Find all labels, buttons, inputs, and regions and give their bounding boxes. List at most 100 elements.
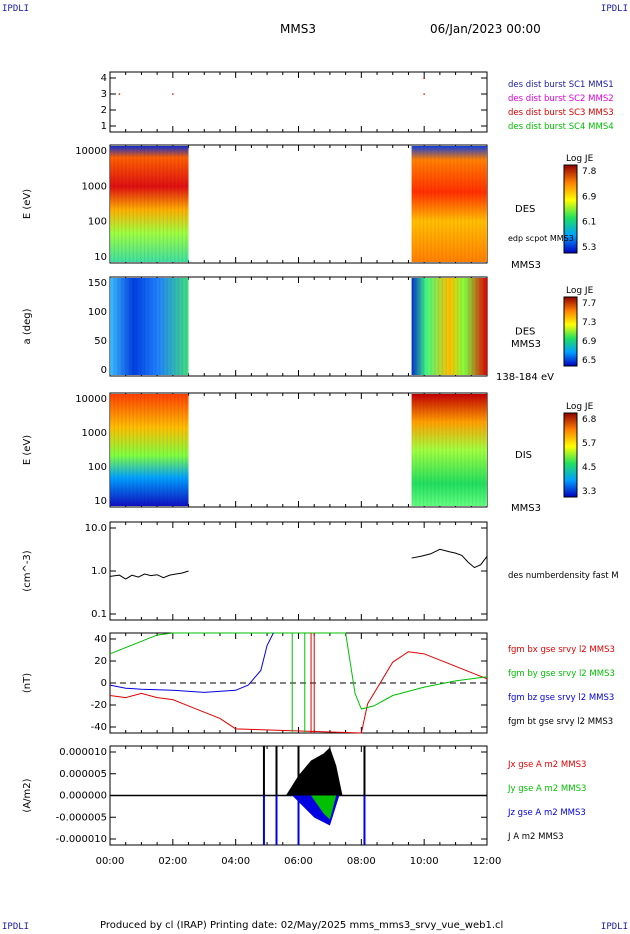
energy-range-label: 138-184 eV bbox=[496, 372, 554, 383]
heat-texture bbox=[110, 278, 112, 375]
y-axis-label: E (eV) bbox=[22, 189, 33, 219]
heat-texture bbox=[437, 394, 440, 506]
heat-texture bbox=[162, 146, 164, 262]
heat-texture bbox=[136, 394, 138, 506]
y-tick-label: 100 bbox=[88, 307, 107, 318]
y-tick-label: 20 bbox=[94, 656, 107, 667]
panel-frame-4 bbox=[109, 521, 488, 621]
des-energy-block-1 bbox=[110, 146, 189, 262]
legend-entry: des dist burst SC3 MMS3 bbox=[508, 108, 614, 118]
legend-entry: fgm by gse srvy l2 MMS3 bbox=[508, 669, 615, 679]
y-tick-label: 10000 bbox=[75, 146, 107, 157]
time-tick-label: 04:00 bbox=[221, 856, 250, 867]
heat-texture bbox=[110, 394, 112, 506]
heat-texture bbox=[140, 394, 142, 506]
heat-texture bbox=[162, 278, 164, 375]
dis-energy-block-1 bbox=[110, 394, 189, 506]
y-tick-label: 150 bbox=[88, 278, 107, 289]
heat-texture bbox=[147, 278, 149, 375]
heat-texture bbox=[177, 278, 180, 375]
des-energy-block-2 bbox=[411, 146, 487, 262]
heat-texture bbox=[181, 146, 183, 262]
heat-texture bbox=[430, 278, 432, 375]
colorbar-tick: 6.5 bbox=[582, 356, 596, 366]
legend-entry: des numberdensity fast M bbox=[508, 571, 619, 581]
heat-texture bbox=[181, 394, 183, 506]
heat-texture bbox=[445, 146, 447, 262]
colorbar-tick: 6.9 bbox=[582, 337, 597, 347]
heat-texture bbox=[483, 146, 485, 262]
heat-texture bbox=[434, 278, 436, 375]
heat-texture bbox=[464, 146, 466, 262]
heat-texture bbox=[143, 394, 146, 506]
heat-texture bbox=[441, 394, 443, 506]
dis-energy-block-2 bbox=[411, 394, 487, 506]
heat-texture bbox=[128, 394, 131, 506]
colorbar-tick: 6.1 bbox=[582, 218, 596, 228]
heat-texture bbox=[460, 146, 462, 262]
heat-texture bbox=[117, 146, 119, 262]
y-axis-label: (nT) bbox=[22, 673, 33, 693]
colorbar-tick: 7.3 bbox=[582, 318, 596, 328]
heat-texture bbox=[475, 278, 477, 375]
y-tick-label: 0.000005 bbox=[59, 769, 107, 780]
heat-texture bbox=[456, 146, 459, 262]
heat-texture bbox=[147, 146, 149, 262]
heat-texture bbox=[155, 146, 157, 262]
heat-texture bbox=[415, 146, 417, 262]
des-energy-colorbar bbox=[563, 164, 578, 254]
heat-texture bbox=[479, 394, 481, 506]
burst-point bbox=[172, 93, 174, 95]
heat-texture bbox=[437, 146, 440, 262]
heat-texture bbox=[136, 146, 138, 262]
instrument-label: DES bbox=[515, 327, 535, 338]
y-tick-label: 100 bbox=[88, 462, 107, 473]
heat-texture bbox=[121, 394, 123, 506]
heat-texture bbox=[464, 394, 466, 506]
heat-texture bbox=[449, 146, 451, 262]
time-tick-label: 08:00 bbox=[347, 856, 376, 867]
y-tick-label: 2 bbox=[101, 105, 107, 116]
heat-texture bbox=[445, 394, 447, 506]
des-pitch-block-2 bbox=[411, 278, 487, 375]
sc-label: MMS3 bbox=[511, 503, 541, 514]
heat-texture bbox=[419, 146, 421, 262]
colorbar-tick: 4.5 bbox=[582, 463, 596, 473]
current-burst-pos bbox=[285, 747, 343, 796]
heat-texture bbox=[159, 146, 161, 262]
heat-texture bbox=[121, 146, 123, 262]
heat-texture bbox=[155, 278, 157, 375]
heat-texture bbox=[411, 394, 413, 506]
y-tick-label: 10 bbox=[94, 252, 107, 263]
heat-texture bbox=[419, 278, 421, 375]
heat-texture bbox=[483, 394, 485, 506]
y-tick-label: 0 bbox=[101, 678, 107, 689]
panel-frame-0 bbox=[109, 71, 488, 133]
heat-texture bbox=[437, 278, 440, 375]
y-tick-label: 0.000000 bbox=[59, 791, 107, 802]
heat-texture bbox=[151, 146, 153, 262]
y-tick-label: 40 bbox=[94, 634, 107, 645]
heat-texture bbox=[185, 146, 187, 262]
heat-texture bbox=[471, 278, 474, 375]
heat-texture bbox=[143, 278, 146, 375]
y-tick-label: -40 bbox=[91, 722, 107, 733]
fgm-bx-line bbox=[109, 651, 488, 734]
heat-texture bbox=[155, 394, 157, 506]
heat-texture bbox=[128, 146, 131, 262]
colorbar-tick: 7.7 bbox=[582, 299, 596, 309]
heat-texture bbox=[140, 278, 142, 375]
heat-texture bbox=[426, 146, 428, 262]
colorbar-tick: 5.7 bbox=[582, 439, 596, 449]
burst-point bbox=[423, 77, 425, 80]
heat-texture bbox=[174, 146, 176, 262]
y-tick-label: 1 bbox=[101, 121, 107, 132]
heat-texture bbox=[117, 278, 119, 375]
legend-entry: fgm bz gse srvy l2 MMS3 bbox=[508, 693, 614, 703]
heat-texture bbox=[453, 278, 455, 375]
legend-entry: des dist burst SC1 MMS1 bbox=[508, 80, 614, 90]
heat-texture bbox=[471, 146, 474, 262]
heat-texture bbox=[166, 394, 168, 506]
heat-texture bbox=[128, 278, 131, 375]
heat-texture bbox=[441, 278, 443, 375]
